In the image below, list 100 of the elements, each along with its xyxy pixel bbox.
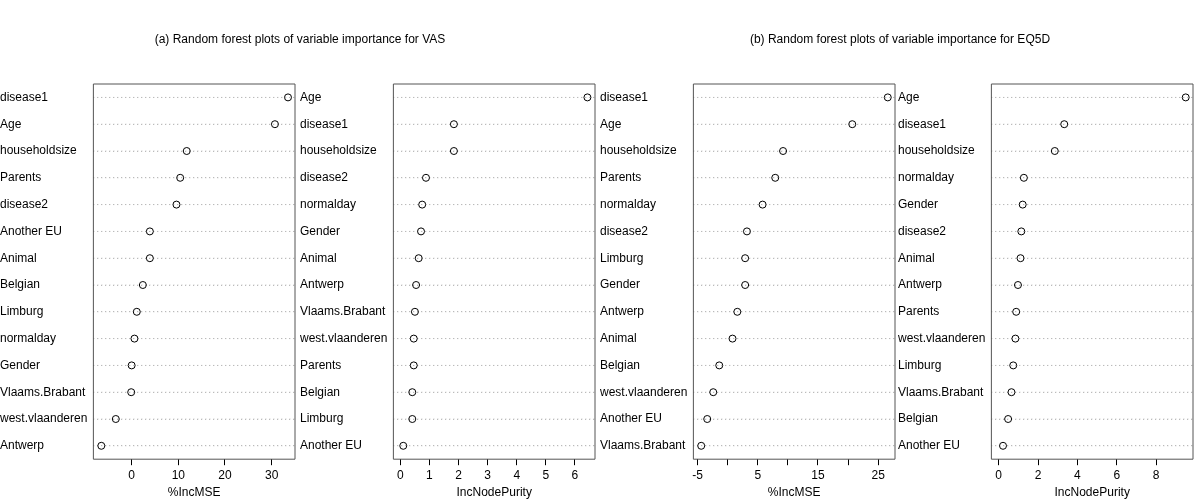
- x-tick-label: 25: [871, 467, 886, 482]
- x-tick-label: 5: [754, 467, 762, 482]
- y-tick-label: disease1: [0, 89, 49, 104]
- point: [414, 254, 423, 263]
- x-tick-label: 10: [171, 467, 186, 482]
- point: [1009, 361, 1018, 370]
- point: [449, 147, 458, 155]
- point: [1011, 334, 1020, 343]
- y-tick-label: Limburg: [300, 411, 344, 426]
- point: [270, 120, 279, 129]
- point: [417, 227, 426, 236]
- y-tick-label: disease1: [300, 116, 349, 131]
- point: [408, 388, 417, 397]
- y-tick-label: normalday: [0, 330, 57, 345]
- x-axis-title: %IncMSE: [167, 485, 221, 500]
- point: [1013, 281, 1022, 289]
- y-tick-label: Animal: [0, 250, 37, 265]
- y-tick-label: Vlaams.Brabant: [300, 304, 387, 319]
- y-tick-label: Limburg: [600, 250, 644, 265]
- y-tick-label: normalday: [300, 196, 357, 211]
- point: [1181, 93, 1190, 102]
- y-tick-label: Another EU: [0, 223, 63, 238]
- point: [97, 441, 106, 450]
- point: [703, 415, 712, 423]
- point: [130, 334, 139, 343]
- y-tick-label: disease2: [0, 196, 49, 211]
- x-tick-label: 15: [811, 467, 825, 482]
- point: [127, 361, 136, 370]
- y-tick-label: Antwerp: [898, 277, 943, 292]
- y-tick-label: disease2: [600, 223, 649, 238]
- y-tick-label: householdsize: [0, 143, 78, 158]
- y-tick-label: disease2: [300, 170, 349, 185]
- y-tick-label: Gender: [300, 223, 341, 238]
- x-tick-label: 0: [128, 467, 136, 482]
- y-tick-label: Another EU: [898, 438, 961, 453]
- x-tick-label: 8: [1152, 467, 1160, 482]
- x-tick-label: 2: [1034, 467, 1042, 482]
- y-tick-label: Belgian: [300, 384, 341, 399]
- x-axis-title: IncNodePurity: [1054, 485, 1130, 500]
- y-tick-label: Belgian: [898, 411, 939, 426]
- y-tick-label: west.vlaanderen: [0, 411, 88, 426]
- y-tick-label: normalday: [600, 196, 657, 211]
- y-tick-label: Age: [600, 116, 622, 131]
- y-tick-label: disease1: [898, 116, 947, 131]
- x-axis-title: IncNodePurity: [456, 485, 532, 500]
- y-tick-label: Gender: [600, 277, 641, 292]
- x-tick-label: 1: [426, 467, 434, 482]
- y-tick-label: householdsize: [898, 143, 976, 158]
- y-tick-label: Age: [300, 89, 322, 104]
- y-tick-label: west.vlaanderen: [897, 330, 986, 345]
- point: [697, 441, 706, 450]
- x-tick-label: 6: [1113, 467, 1121, 482]
- y-tick-label: householdsize: [300, 143, 378, 158]
- point: [758, 200, 767, 209]
- point: [742, 227, 751, 236]
- point: [412, 281, 421, 289]
- point: [138, 281, 147, 289]
- y-tick-label: disease2: [898, 223, 947, 238]
- chart-title: (a) Random forest plots of variable importance for VAS: [153, 32, 447, 46]
- y-tick-label: Animal: [898, 250, 935, 265]
- point: [145, 254, 154, 263]
- y-tick-label: Gender: [898, 196, 939, 211]
- y-tick-label: west.vlaanderen: [599, 384, 688, 399]
- point: [182, 147, 191, 155]
- y-tick-label: Antwerp: [0, 438, 45, 453]
- point: [1004, 415, 1013, 423]
- point: [728, 334, 737, 343]
- point: [583, 93, 592, 102]
- y-tick-label: Parents: [600, 170, 642, 185]
- point: [1007, 388, 1016, 397]
- x-tick-label: 20: [218, 467, 232, 482]
- y-tick-label: Parents: [0, 170, 42, 185]
- x-tick-label: 0: [397, 467, 405, 482]
- y-tick-label: Another EU: [300, 438, 363, 453]
- point: [999, 441, 1007, 450]
- point: [779, 147, 788, 155]
- point: [409, 334, 418, 343]
- y-tick-label: Animal: [600, 330, 637, 345]
- point: [709, 388, 718, 397]
- point: [733, 307, 742, 316]
- x-tick-label: 6: [571, 467, 579, 482]
- point: [449, 120, 458, 129]
- point: [1016, 254, 1025, 263]
- point: [1018, 200, 1027, 209]
- y-tick-label: Age: [898, 89, 920, 104]
- point: [1019, 173, 1028, 182]
- y-tick-label: Limburg: [0, 304, 44, 319]
- y-tick-label: normalday: [898, 170, 955, 185]
- chart-title: (b) Random forest plots of variable importance for EQ5D: [748, 32, 1052, 46]
- point: [176, 173, 185, 182]
- y-tick-label: Vlaams.Brabant: [600, 438, 687, 453]
- point: [1050, 147, 1059, 155]
- y-tick-label: Antwerp: [600, 304, 645, 319]
- point: [410, 307, 419, 316]
- x-tick-label: 5: [542, 467, 550, 482]
- x-tick-label: 4: [1074, 467, 1082, 482]
- y-tick-label: west.vlaanderen: [299, 330, 388, 345]
- y-tick-label: disease1: [600, 89, 649, 104]
- point: [418, 200, 427, 209]
- x-tick-label: 2: [455, 467, 463, 482]
